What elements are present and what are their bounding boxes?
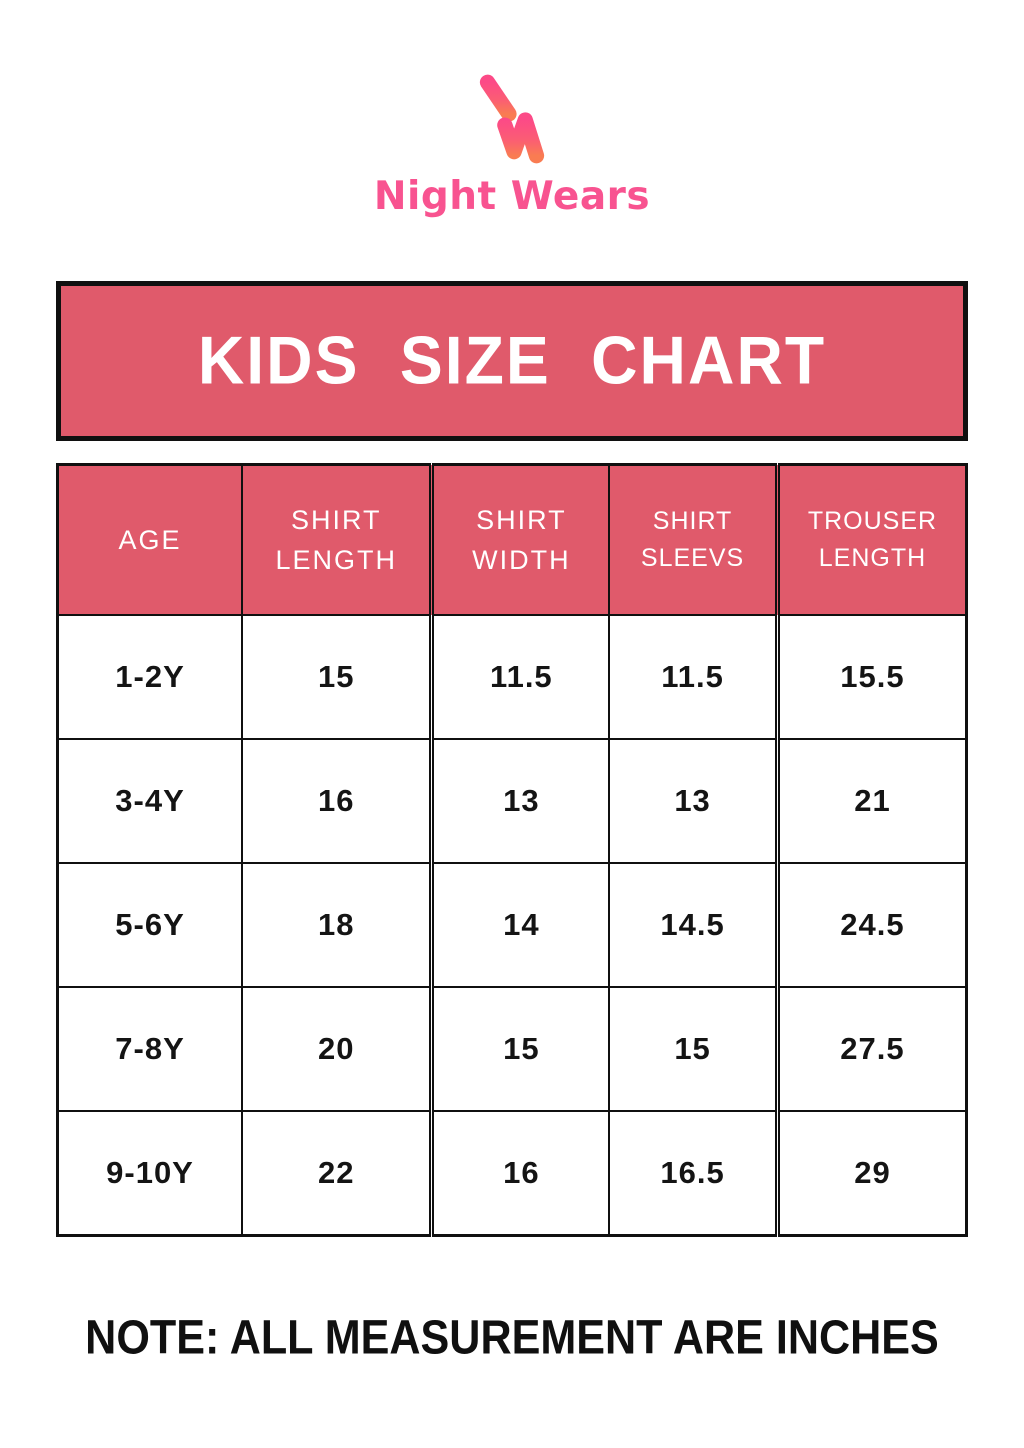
banner-title: KIDS SIZE CHART — [197, 323, 827, 399]
table-row: 5-6Y 18 14 14.5 24.5 — [56, 862, 968, 988]
brand-logo: Night Wears — [0, 0, 1024, 219]
table-row: 3-4Y 16 13 13 21 — [56, 738, 968, 864]
shirt-length-cell: 18 — [241, 862, 433, 988]
column-header-shirt-length: SHIRT LENGTH — [241, 463, 433, 616]
age-cell: 5-6Y — [56, 862, 244, 988]
age-cell: 7-8Y — [56, 986, 244, 1112]
shirt-width-cell: 15 — [429, 986, 611, 1112]
trouser-length-cell: 29 — [774, 1110, 968, 1237]
age-cell: 1-2Y — [56, 614, 244, 740]
table-row: 1-2Y 15 11.5 11.5 15.5 — [56, 614, 968, 740]
column-header-shirt-width: SHIRT WIDTH — [429, 463, 611, 616]
header-row: AGE SHIRT LENGTH SHIRT WIDTH SHIRT SLEEV… — [56, 463, 968, 616]
age-cell: 9-10Y — [56, 1110, 244, 1237]
column-header-age: AGE — [56, 463, 244, 616]
nw-monogram-icon — [479, 72, 545, 164]
table-row: 9-10Y 22 16 16.5 29 — [56, 1110, 968, 1237]
column-header-trouser-length: TROUSER LENGTH — [774, 463, 968, 616]
shirt-width-cell: 14 — [429, 862, 611, 988]
shirt-width-cell: 16 — [429, 1110, 611, 1237]
size-table: AGE SHIRT LENGTH SHIRT WIDTH SHIRT SLEEV… — [56, 463, 968, 1237]
shirt-sleevs-cell: 14.5 — [608, 862, 779, 988]
measurement-note: NOTE: ALL MEASUREMENT ARE INCHES — [85, 1310, 939, 1365]
shirt-width-cell: 13 — [429, 738, 611, 864]
shirt-sleevs-cell: 11.5 — [608, 614, 779, 740]
trouser-length-cell: 27.5 — [774, 986, 968, 1112]
shirt-sleevs-cell: 15 — [608, 986, 779, 1112]
shirt-width-cell: 11.5 — [429, 614, 611, 740]
age-cell: 3-4Y — [56, 738, 244, 864]
shirt-length-cell: 20 — [241, 986, 433, 1112]
column-header-shirt-sleevs: SHIRT SLEEVS — [608, 463, 779, 616]
size-chart-banner: KIDS SIZE CHART — [56, 281, 968, 441]
trouser-length-cell: 24.5 — [774, 862, 968, 988]
trouser-length-cell: 21 — [774, 738, 968, 864]
shirt-length-cell: 16 — [241, 738, 433, 864]
brand-wordmark: Night Wears — [373, 174, 651, 219]
trouser-length-cell: 15.5 — [774, 614, 968, 740]
table-row: 7-8Y 20 15 15 27.5 — [56, 986, 968, 1112]
shirt-length-cell: 15 — [241, 614, 433, 740]
size-table-wrap: AGE SHIRT LENGTH SHIRT WIDTH SHIRT SLEEV… — [56, 463, 968, 1237]
shirt-sleevs-cell: 16.5 — [608, 1110, 779, 1237]
shirt-sleevs-cell: 13 — [608, 738, 779, 864]
shirt-length-cell: 22 — [241, 1110, 433, 1237]
